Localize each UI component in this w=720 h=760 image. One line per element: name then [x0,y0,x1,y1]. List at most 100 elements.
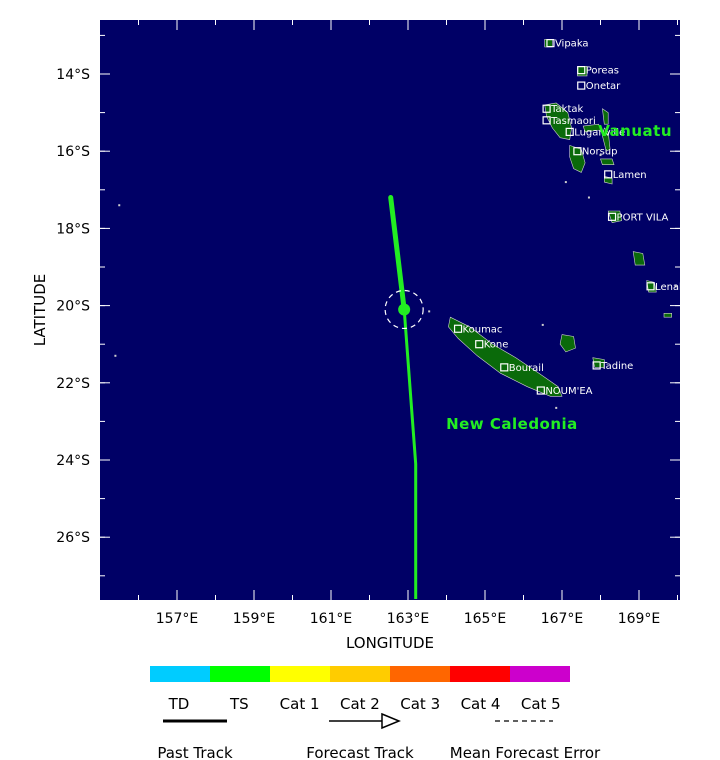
city-label: Vipaka [555,39,589,50]
y-tick-label: 22°S [56,376,90,392]
city-tasmaori: Tasmaori [542,116,596,127]
city-marker-icon [475,340,484,349]
torres-islands [544,38,553,48]
city-label: Lamen [613,170,647,181]
islet [599,154,602,157]
x-tick-label: 157°E [156,611,199,627]
city-kone: Kone [475,340,509,351]
city-marker-icon [592,361,601,370]
y-tick-label: 24°S [56,453,90,469]
forecast-track-legend-label: Forecast Track [306,744,414,760]
scale-swatch [330,666,390,682]
pentecost-island [602,127,611,152]
scale-swatch [510,666,570,682]
city-label: Lenakel [655,282,693,293]
y-axis-label: LATITUDE [31,274,49,347]
islet [541,323,544,326]
islet [114,354,117,357]
city-label: PORT VILA [617,212,669,223]
aneityum-island [663,312,673,318]
city-label: Bourail [509,363,544,374]
x-tick-label: 169°E [618,611,661,627]
new-caledonia-island [448,316,563,397]
city-koumac: Koumac [453,324,503,335]
ambrym-island [600,158,615,165]
city-norsup: Norsup [573,147,618,158]
espiritu-santo-island [544,102,572,140]
city-markers: Vipaka Poreas Onetar TaktakTasmaoriLuganvil… [453,39,693,397]
city-vipaka: Vipaka [546,39,589,50]
city-label: Poreas [586,66,619,77]
city-marker-icon [542,104,551,113]
maewo-island [602,108,609,125]
y-tick-label: 20°S [56,299,90,315]
city-marker-icon [500,363,509,372]
region-label: Vanuatu [598,122,672,140]
y-tick-label: 26°S [56,530,90,546]
city-lamen: Lamen [604,170,647,181]
x-tick-label: 161°E [310,611,353,627]
scale-label: Cat 4 [461,695,501,713]
mean-error-legend-label: Mean Forecast Error [450,744,601,760]
city-label: Onetar [586,81,621,92]
city-onetar: Onetar [577,81,621,92]
past-track-line [388,195,407,312]
islet [587,196,590,199]
city-taktak: Taktak [542,104,584,115]
city-marker-icon [577,66,586,75]
scale-label: TS [229,695,249,713]
forecast-track-legend-arrow [329,712,401,730]
city-marker-icon [542,116,551,125]
intensity-scale-labels: TD TS Cat 1 Cat 2 Cat 3 Cat 4 Cat 5 [168,695,561,713]
y-tick-label: 18°S [56,221,90,237]
city-marker-icon [604,170,613,179]
scale-swatch [390,666,450,682]
x-tick-label: 167°E [541,611,584,627]
region-labels: Vanuatu New Caledonia [446,122,672,433]
scale-label: Cat 2 [340,695,380,713]
city-poreas: Poreas [577,66,619,77]
city-label: Tasmaori [550,116,596,127]
y-axis-ticks: 14°S 16°S 18°S 20°S 22°S 24°S 26°S [56,34,680,577]
scale-label: Cat 1 [280,695,320,713]
city-marker-icon [573,147,582,156]
scale-label: Cat 3 [400,695,440,713]
scale-label: Cat 5 [521,695,561,713]
islet [428,310,431,313]
islet [674,285,677,288]
city-marker-icon [565,127,574,136]
x-tick-label: 159°E [233,611,276,627]
islet [118,204,121,207]
city-tadine: Tadine [592,361,633,372]
past-track-legend-label: Past Track [157,744,233,760]
islet [564,181,567,184]
city-marker-icon [577,81,586,90]
current-position-marker [398,303,411,316]
city-marker-icon [546,39,555,48]
city-noum-ea: NOUM'EA [536,386,593,397]
region-label: New Caledonia [446,415,578,433]
erromango-island [632,251,646,266]
city-label: Luganville [574,127,625,138]
city-label: Kone [484,340,509,351]
lifou-island [559,334,576,353]
x-tick-label: 165°E [464,611,507,627]
city-label: Koumac [463,324,503,335]
y-tick-label: 14°S [56,67,90,83]
x-tick-label: 163°E [387,611,430,627]
intensity-color-scale [150,666,570,682]
city-label: NOUM'EA [545,386,592,397]
city-luganville: Luganville [565,127,625,138]
city-marker-icon [536,386,545,395]
city-port-vila: PORT VILA [607,212,669,223]
y-tick-label: 16°S [56,144,90,160]
city-marker-icon [607,212,617,221]
scale-swatch [150,666,210,682]
city-lenakel: Lenakel [646,282,693,293]
x-axis-label: LONGITUDE [346,634,434,652]
forecast-track-line [402,309,418,599]
scale-swatch [210,666,270,682]
city-bourail: Bourail [500,363,544,374]
storm-tracks [384,195,424,599]
